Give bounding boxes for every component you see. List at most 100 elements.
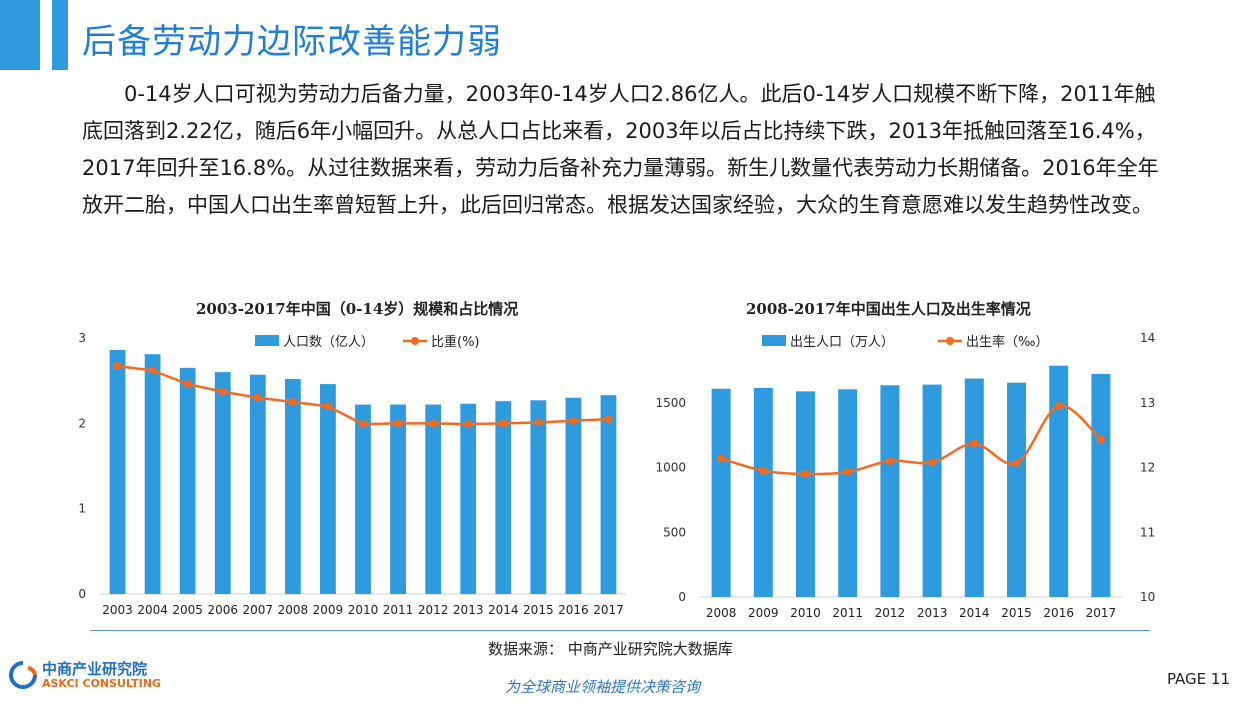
x-tick-label: 2012	[875, 606, 906, 620]
askci-logo-icon	[9, 661, 37, 689]
x-tick-label: 2009	[748, 606, 779, 620]
x-tick-label: 2009	[313, 603, 344, 617]
x-tick-label: 2016	[1043, 606, 1074, 620]
line-point	[1096, 435, 1105, 444]
line-point	[288, 398, 297, 406]
line-point	[1054, 401, 1063, 410]
line-series-path	[720, 404, 1102, 476]
legend-bar-swatch	[762, 335, 786, 346]
bar	[711, 388, 731, 597]
x-tick-label: 2011	[383, 603, 414, 617]
x-tick-label: 2006	[207, 603, 238, 617]
y2-tick-label: 11	[1140, 525, 1155, 539]
x-tick-label: 2003	[102, 603, 133, 617]
x-tick-label: 2017	[593, 603, 624, 617]
bar	[284, 378, 301, 594]
y-tick-label: 500	[663, 525, 686, 539]
line-point	[928, 458, 937, 467]
logo-name-en: ASKCI CONSULTING	[42, 677, 161, 690]
x-tick-label: 2008	[706, 606, 737, 620]
bar	[964, 378, 984, 597]
body-text: 0-14岁人口可视为劳动力后备力量，2003年0-14岁人口2.86亿人。此后0…	[82, 82, 1159, 217]
x-tick-label: 2014	[488, 603, 519, 617]
line-point	[717, 454, 726, 463]
header-accent-bar-secondary	[52, 0, 68, 70]
slogan: 为全球商业领袖提供决策咨询	[505, 678, 701, 696]
page-number: PAGE 11	[1166, 670, 1230, 688]
line-point	[323, 402, 332, 411]
y-tick-label: 0	[678, 590, 686, 604]
bar	[249, 374, 266, 594]
chart1-population-0-14: 0 1 2 3 2003 2004 2005 2006 2007 2008 2009 2010 2011…	[78, 331, 626, 617]
legend-label: 出生率（‰）	[966, 334, 1048, 350]
bar	[214, 372, 231, 594]
x-tick-label: 2013	[453, 603, 484, 617]
x-tick-label: 2011	[832, 606, 863, 620]
x-tick-label: 2012	[418, 603, 449, 617]
page-title: 后备劳动力边际改善能力弱	[82, 22, 502, 62]
y2-tick-label: 12	[1140, 461, 1155, 475]
chart1-title: 2003-2017年中国（0-14岁）规模和占比情况	[196, 300, 519, 318]
line-point	[429, 419, 438, 428]
line-point	[218, 387, 227, 396]
bar	[460, 403, 477, 594]
bar	[600, 395, 617, 594]
bar	[530, 400, 547, 594]
y-tick-label: 1500	[655, 396, 686, 410]
y-tick-label: 2	[78, 416, 86, 430]
line-point	[148, 366, 157, 375]
bar	[1007, 382, 1026, 597]
line-point	[253, 393, 262, 402]
legend-line-marker	[411, 337, 419, 345]
legend-bar-swatch	[255, 335, 279, 346]
x-tick-label: 2015	[523, 603, 554, 617]
line-point	[885, 457, 894, 466]
legend-label: 人口数（亿人）	[283, 335, 374, 350]
x-tick-label: 2013	[917, 606, 948, 620]
line-point	[113, 362, 122, 371]
bar	[1091, 373, 1111, 597]
line-point	[569, 416, 578, 425]
bar	[565, 397, 582, 594]
y-tick-label: 0	[78, 587, 86, 601]
bar	[880, 385, 900, 597]
line-point	[801, 469, 810, 478]
x-tick-label: 2010	[348, 603, 379, 617]
line-point	[183, 380, 192, 389]
y-tick-label: 1	[78, 502, 86, 516]
x-tick-label: 2016	[558, 603, 589, 617]
legend-label: 出生人口（万人）	[790, 335, 894, 350]
y2-tick-label: 13	[1140, 396, 1155, 410]
bar	[355, 404, 371, 594]
legend-line-marker	[946, 337, 954, 345]
x-tick-label: 2010	[790, 606, 821, 620]
bar	[425, 404, 442, 594]
line-point	[1012, 458, 1021, 467]
x-tick-label: 2015	[1001, 606, 1032, 620]
line-point	[499, 419, 508, 428]
x-tick-label: 2007	[243, 603, 274, 617]
y-tick-label: 1000	[655, 461, 686, 475]
line-point	[359, 420, 367, 429]
source-divider	[90, 630, 1150, 631]
line-point	[843, 468, 852, 477]
bar	[1049, 365, 1069, 597]
y-tick-label: 3	[78, 331, 86, 345]
bar	[179, 367, 196, 594]
line-point	[604, 415, 613, 424]
bar	[144, 354, 161, 594]
x-tick-label: 2014	[959, 606, 990, 620]
bar	[796, 391, 815, 597]
line-point	[394, 419, 403, 428]
logo-name-cn: 中商产业研究院	[42, 660, 148, 678]
bar	[838, 389, 858, 597]
chart2-title: 2008-2017年中国出生人口及出生率情况	[746, 300, 1031, 318]
x-tick-label: 2008	[278, 603, 309, 617]
bar	[495, 401, 512, 594]
legend-label: 比重(%)	[431, 334, 480, 350]
line-point	[759, 466, 768, 475]
bar	[109, 349, 126, 594]
line-point	[534, 418, 543, 427]
bar	[922, 384, 942, 597]
y2-tick-label: 14	[1140, 331, 1155, 345]
